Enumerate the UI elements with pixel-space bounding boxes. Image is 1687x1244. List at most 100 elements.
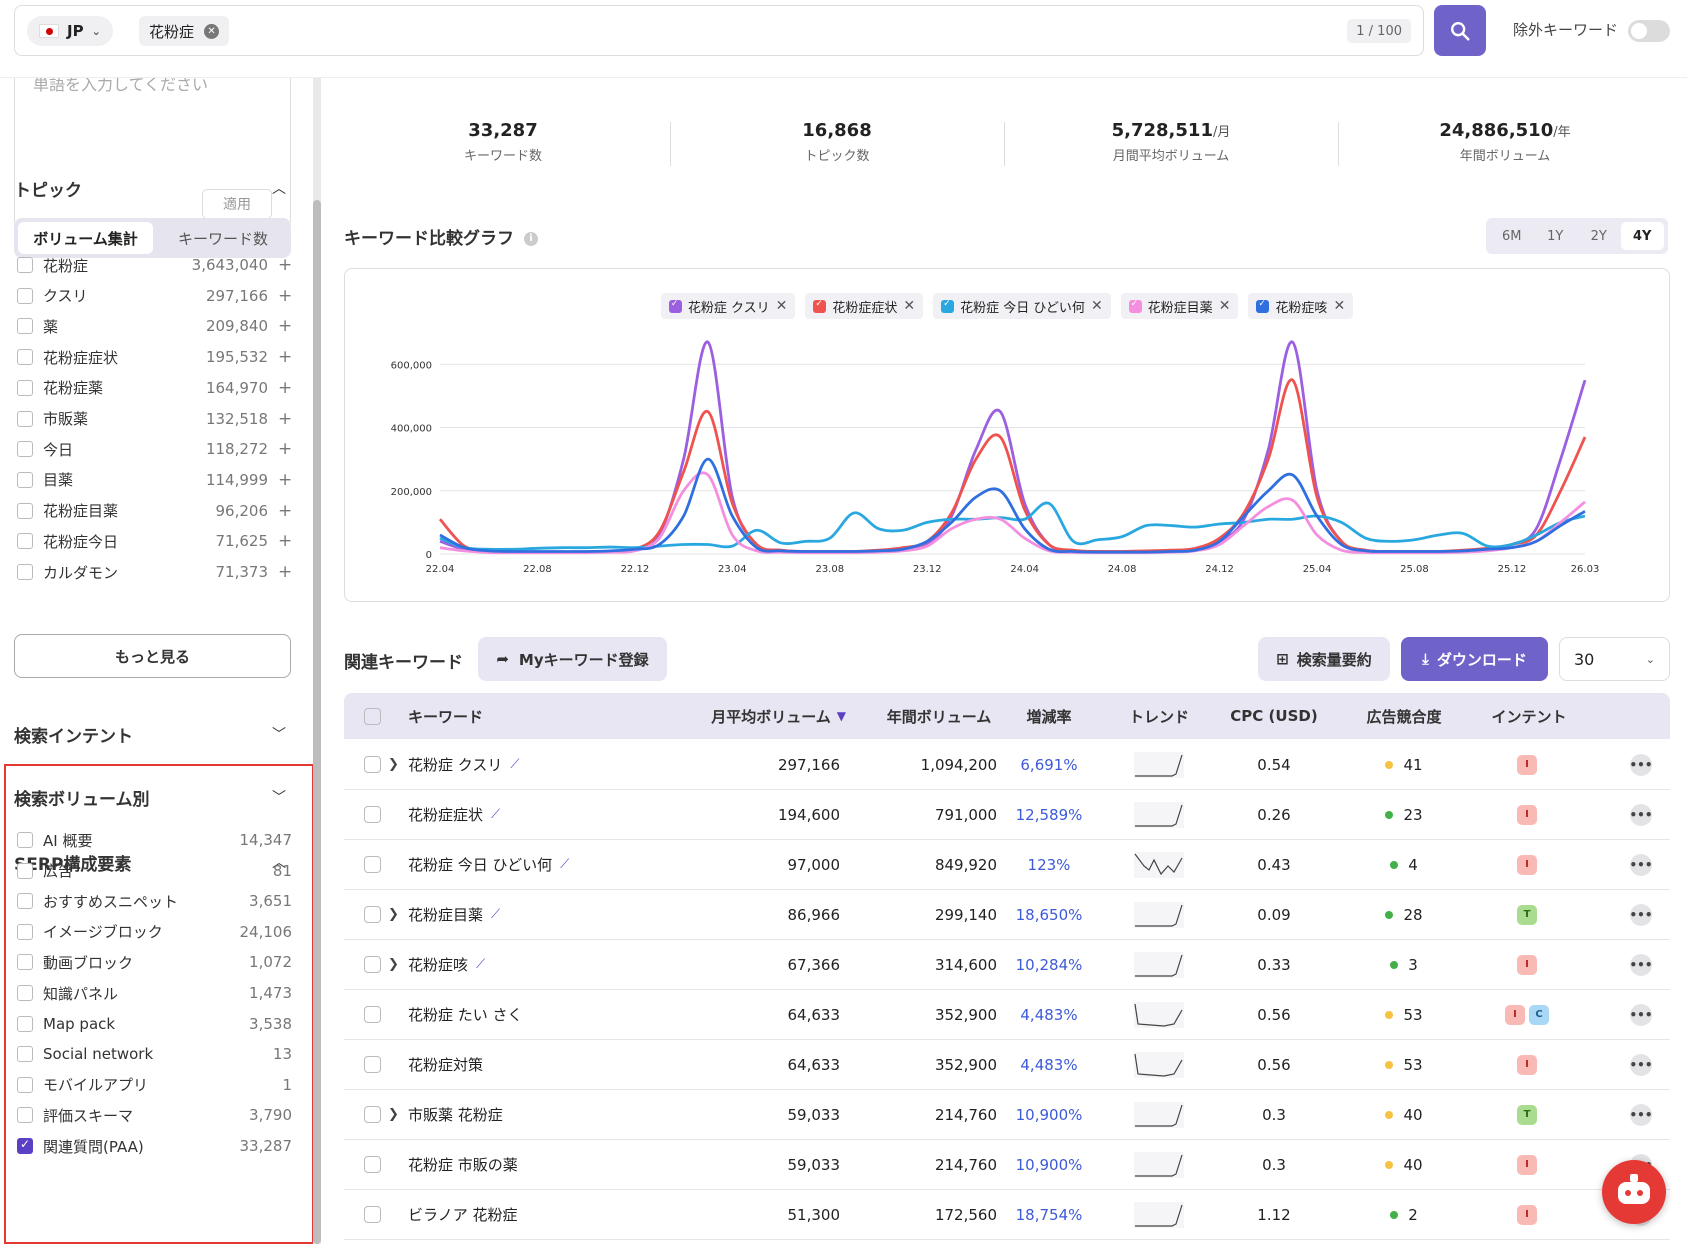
row-checkbox[interactable] bbox=[364, 1106, 381, 1123]
remove-series-icon[interactable]: ✕ bbox=[1090, 298, 1103, 314]
topic-checkbox[interactable] bbox=[17, 287, 33, 304]
remove-series-icon[interactable]: ✕ bbox=[775, 298, 788, 314]
serp-checkbox[interactable] bbox=[17, 1015, 33, 1032]
topic-checkbox[interactable] bbox=[17, 441, 33, 458]
serp-checkbox[interactable] bbox=[17, 1076, 33, 1093]
row-checkbox[interactable] bbox=[364, 1206, 381, 1223]
row-checkbox[interactable] bbox=[364, 856, 381, 873]
more-options-icon[interactable]: ••• bbox=[1630, 953, 1653, 976]
topic-item[interactable]: クスリ 297,166 + bbox=[17, 284, 292, 308]
topic-checkbox[interactable] bbox=[17, 471, 33, 488]
serp-checkbox[interactable] bbox=[17, 893, 33, 910]
row-checkbox[interactable] bbox=[364, 806, 381, 823]
add-icon[interactable]: + bbox=[278, 469, 293, 490]
trend-chart-icon[interactable]: ⟋ bbox=[476, 957, 486, 972]
search-button[interactable] bbox=[1434, 5, 1486, 56]
legend-checkbox-icon[interactable] bbox=[668, 299, 682, 313]
table-row[interactable]: 花粉症対策 64,633 352,900 4,483% 0.56 53 I ••• bbox=[344, 1040, 1670, 1090]
keyword-link[interactable]: 花粉症対策 bbox=[408, 1054, 483, 1075]
country-selector[interactable]: JP ⌄ bbox=[27, 16, 113, 46]
sidebar-scroll-thumb[interactable] bbox=[313, 200, 321, 1244]
serp-item[interactable]: Social network 13 bbox=[17, 1042, 292, 1066]
keyword-link[interactable]: 花粉症咳 ⟋ bbox=[408, 954, 485, 975]
topic-item[interactable]: 市販薬 132,518 + bbox=[17, 407, 292, 431]
legend-item[interactable]: 花粉症症状 ✕ bbox=[805, 293, 924, 319]
more-options-icon[interactable]: ••• bbox=[1630, 903, 1653, 926]
topic-item[interactable]: カルダモン 71,373 + bbox=[17, 560, 292, 584]
period-4y[interactable]: 4Y bbox=[1620, 222, 1664, 250]
serp-checkbox[interactable] bbox=[17, 985, 33, 1001]
serp-checkbox[interactable] bbox=[17, 832, 33, 848]
chevron-up-icon[interactable]: ︿ bbox=[272, 181, 286, 197]
keyword-link[interactable]: 花粉症症状 ⟋ bbox=[408, 804, 500, 825]
apply-button[interactable]: 適用 bbox=[202, 189, 272, 219]
topic-item[interactable]: 今日 118,272 + bbox=[17, 437, 292, 461]
legend-item[interactable]: 花粉症 クスリ ✕ bbox=[660, 293, 796, 319]
topic-checkbox[interactable] bbox=[17, 410, 33, 427]
serp-checkbox[interactable] bbox=[17, 1046, 33, 1063]
legend-item[interactable]: 花粉症咳 ✕ bbox=[1248, 293, 1354, 319]
topic-item[interactable]: 目薬 114,999 + bbox=[17, 468, 292, 492]
add-icon[interactable]: + bbox=[278, 531, 293, 552]
table-row[interactable]: 花粉症症状 ⟋ 194,600 791,000 12,589% 0.26 23 I ••• bbox=[344, 790, 1670, 840]
keyword-link[interactable]: 花粉症 市販の薬 bbox=[408, 1154, 518, 1175]
row-checkbox[interactable] bbox=[364, 1006, 381, 1023]
trend-chart-icon[interactable]: ⟋ bbox=[560, 857, 570, 872]
serp-item[interactable]: 知識パネル 1,473 bbox=[17, 981, 292, 1005]
table-row[interactable]: 花粉症 たい さく 64,633 352,900 4,483% 0.56 53 I C ••• bbox=[344, 990, 1670, 1040]
info-icon[interactable]: i bbox=[524, 232, 538, 246]
topic-checkbox[interactable] bbox=[17, 349, 33, 366]
period-6m[interactable]: 6M bbox=[1502, 228, 1522, 244]
add-icon[interactable]: + bbox=[278, 408, 293, 429]
add-icon[interactable]: + bbox=[278, 439, 293, 460]
serp-item[interactable]: 評価スキーマ 3,790 bbox=[17, 1103, 292, 1127]
topic-item[interactable]: 花粉症症状 195,532 + bbox=[17, 345, 292, 369]
add-icon[interactable]: + bbox=[278, 255, 293, 275]
legend-item[interactable]: 花粉症目薬 ✕ bbox=[1120, 293, 1239, 319]
segment-volume[interactable]: ボリューム集計 bbox=[18, 222, 153, 254]
more-options-icon[interactable]: ••• bbox=[1630, 753, 1653, 776]
row-checkbox[interactable] bbox=[364, 906, 381, 923]
more-options-icon[interactable]: ••• bbox=[1630, 1103, 1653, 1126]
volume-section-title[interactable]: 検索ボリューム別 bbox=[14, 790, 150, 810]
select-all-checkbox[interactable] bbox=[364, 707, 381, 725]
header-keyword[interactable]: キーワード bbox=[408, 707, 484, 726]
row-checkbox[interactable] bbox=[364, 1156, 381, 1173]
legend-item[interactable]: 花粉症 今日 ひどい何 ✕ bbox=[933, 293, 1111, 319]
more-options-icon[interactable]: ••• bbox=[1630, 853, 1653, 876]
period-2y[interactable]: 2Y bbox=[1590, 228, 1607, 244]
keyword-link[interactable]: 花粉症 たい さく bbox=[408, 1004, 523, 1025]
add-icon[interactable]: + bbox=[278, 500, 293, 521]
volume-summary-button[interactable]: ⊞ 検索量要約 bbox=[1258, 637, 1390, 681]
trend-chart-icon[interactable]: ⟋ bbox=[491, 907, 501, 922]
keyword-chip[interactable]: 花粉症 ✕ bbox=[139, 16, 230, 46]
topic-checkbox[interactable] bbox=[17, 257, 33, 273]
chevron-up-icon[interactable]: ︿ bbox=[272, 855, 286, 871]
trend-chart-icon[interactable]: ⟋ bbox=[510, 757, 520, 772]
serp-checkbox[interactable] bbox=[17, 1137, 33, 1154]
keyword-search-box[interactable]: JP ⌄ 花粉症 ✕ 1 / 100 bbox=[14, 5, 1424, 56]
remove-keyword-icon[interactable]: ✕ bbox=[204, 23, 220, 39]
serp-item[interactable]: モバイルアプリ 1 bbox=[17, 1073, 292, 1097]
serp-checkbox[interactable] bbox=[17, 862, 33, 879]
add-icon[interactable]: + bbox=[278, 347, 293, 368]
show-more-button[interactable]: もっと見る bbox=[14, 634, 291, 678]
exclude-keyword-toggle[interactable] bbox=[1628, 20, 1670, 42]
topic-item[interactable]: 花粉症今日 71,625 + bbox=[17, 529, 292, 553]
keyword-link[interactable]: 花粉症 クスリ ⟋ bbox=[408, 754, 519, 775]
serp-item[interactable]: 関連質問(PAA) 33,287 bbox=[17, 1134, 292, 1158]
serp-checkbox[interactable] bbox=[17, 1107, 33, 1124]
chevron-down-icon[interactable]: ﹀ bbox=[272, 790, 286, 806]
row-checkbox[interactable] bbox=[364, 956, 381, 973]
add-icon[interactable]: + bbox=[278, 285, 293, 306]
expand-chevron-icon[interactable]: ❯ bbox=[388, 757, 399, 772]
serp-item[interactable]: イメージブロック 24,106 bbox=[17, 920, 292, 944]
header-monthly-volume[interactable]: 月平均ボリューム ▼ bbox=[696, 693, 846, 739]
serp-item[interactable]: AI 概要 14,347 bbox=[17, 828, 292, 852]
trend-chart-icon[interactable]: ⟋ bbox=[491, 807, 501, 822]
more-options-icon[interactable]: ••• bbox=[1630, 803, 1653, 826]
topic-item[interactable]: 薬 209,840 + bbox=[17, 314, 292, 338]
serp-item[interactable]: Map pack 3,538 bbox=[17, 1012, 292, 1036]
